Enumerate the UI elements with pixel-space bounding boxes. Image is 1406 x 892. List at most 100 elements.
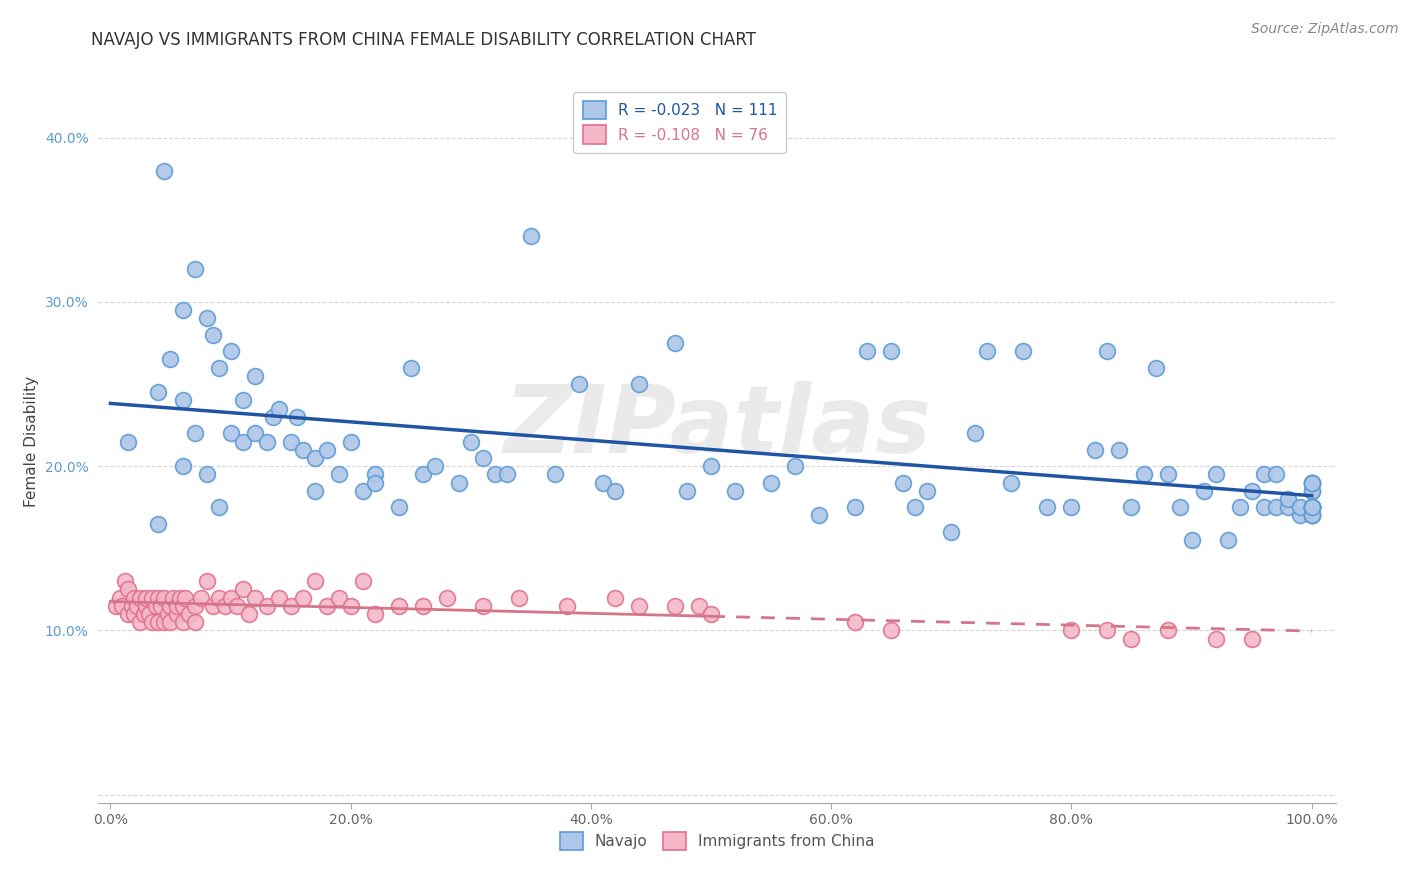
Point [183,615,205,630]
Point [267,401,290,416]
Point [172,303,194,318]
Point [1301,500,1323,515]
Point [664,599,686,613]
Point [688,599,710,613]
Point [121,599,143,613]
Point [941,524,963,539]
Point [207,360,229,375]
Point [917,483,939,498]
Point [328,467,350,482]
Point [304,483,326,498]
Point [700,459,723,474]
Point [172,459,194,474]
Point [1277,491,1299,506]
Point [785,459,807,474]
Point [117,607,139,621]
Point [1253,467,1275,482]
Point [844,500,866,515]
Point [412,599,434,613]
Point [315,442,337,457]
Point [1301,500,1323,515]
Point [1301,508,1323,523]
Point [1301,500,1323,515]
Point [1036,500,1059,515]
Point [207,500,229,515]
Point [304,450,326,465]
Point [1205,632,1227,646]
Point [153,591,176,605]
Point [135,591,157,605]
Point [166,599,188,613]
Point [190,591,212,605]
Point [1205,467,1227,482]
Point [627,599,650,613]
Point [1144,360,1167,375]
Point [1288,500,1310,515]
Point [1240,483,1263,498]
Point [388,599,411,613]
Point [256,434,278,449]
Point [423,459,446,474]
Point [965,426,987,441]
Point [508,591,530,605]
Point [484,467,506,482]
Point [280,599,302,613]
Point [1301,500,1323,515]
Point [291,591,314,605]
Point [148,591,170,605]
Point [214,599,236,613]
Point [339,434,361,449]
Point [174,591,197,605]
Point [1097,344,1119,359]
Point [1097,624,1119,638]
Point [108,591,131,605]
Point [145,599,167,613]
Point [880,624,903,638]
Point [328,591,350,605]
Point [1301,475,1323,490]
Point [555,599,578,613]
Text: ZIPatlas: ZIPatlas [503,381,931,473]
Point [148,615,170,630]
Point [471,599,494,613]
Point [412,467,434,482]
Point [891,475,914,490]
Point [238,607,260,621]
Point [304,574,326,588]
Point [364,467,387,482]
Point [399,360,422,375]
Point [129,615,152,630]
Point [364,475,387,490]
Point [159,352,181,367]
Point [195,311,218,326]
Point [183,599,205,613]
Point [148,385,170,400]
Point [195,467,218,482]
Point [1301,500,1323,515]
Point [976,344,998,359]
Point [159,599,181,613]
Point [138,607,160,621]
Point [243,368,266,383]
Point [460,434,482,449]
Point [627,377,650,392]
Point [856,344,879,359]
Point [1168,500,1191,515]
Point [162,591,184,605]
Point [568,377,591,392]
Point [153,163,176,178]
Point [1301,508,1323,523]
Point [105,599,128,613]
Point [285,409,308,424]
Point [904,500,927,515]
Point [315,599,337,613]
Point [436,591,458,605]
Point [183,262,205,277]
Point [114,574,136,588]
Point [1156,467,1178,482]
Point [1000,475,1022,490]
Point [1301,500,1323,515]
Point [1060,624,1083,638]
Point [1301,475,1323,490]
Point [1301,508,1323,523]
